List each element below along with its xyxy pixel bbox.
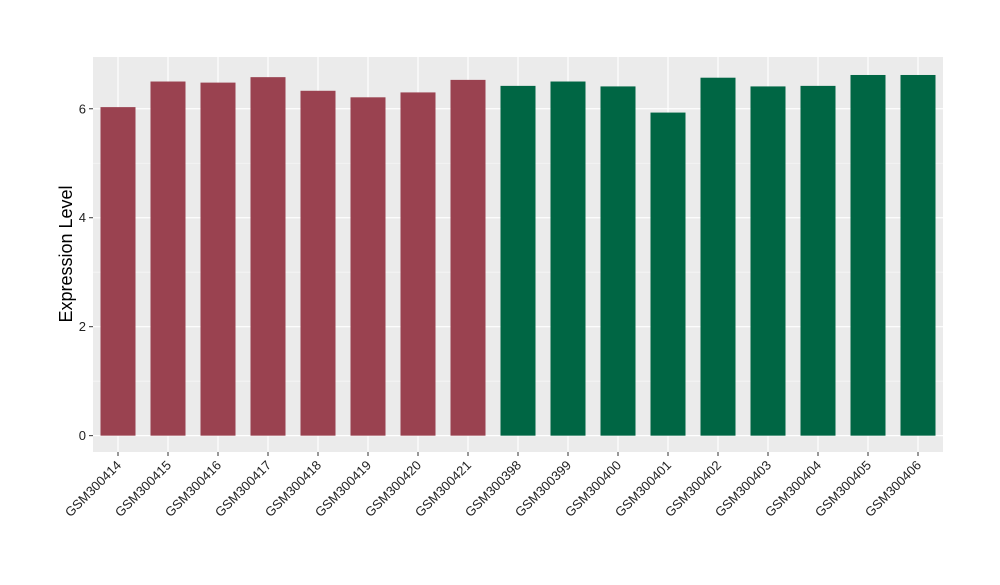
bar-GSM300415	[150, 81, 186, 436]
x-axis: GSM300414GSM300415GSM300416GSM300417GSM3…	[62, 452, 924, 520]
y-axis: 0 2 4 6	[79, 101, 93, 443]
y-axis-title: Expression Level	[56, 185, 76, 322]
bar-GSM300420	[400, 92, 436, 436]
bar-GSM300419	[350, 97, 386, 436]
bar-GSM300418	[300, 90, 336, 436]
bar-GSM300403	[750, 86, 786, 436]
bar-GSM300404	[800, 85, 836, 436]
bar-GSM300421	[450, 79, 486, 436]
y-tick-label: 2	[79, 319, 86, 334]
bar-GSM300414	[100, 107, 136, 436]
bar-GSM300401	[650, 112, 686, 436]
bar-GSM300405	[850, 74, 886, 436]
bar-GSM300398	[500, 85, 536, 436]
bar-GSM300417	[250, 77, 286, 436]
y-tick-label: 0	[79, 428, 86, 443]
bars-group	[100, 74, 936, 436]
y-tick-label: 4	[79, 210, 86, 225]
bar-GSM300399	[550, 81, 586, 436]
y-tick-label: 6	[79, 101, 86, 116]
bar-GSM300406	[900, 74, 936, 436]
bar-GSM300400	[600, 86, 636, 436]
bar-GSM300416	[200, 82, 236, 436]
bar-GSM300402	[700, 77, 736, 436]
